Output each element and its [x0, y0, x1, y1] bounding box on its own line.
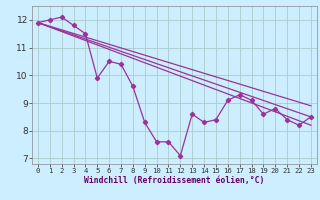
X-axis label: Windchill (Refroidissement éolien,°C): Windchill (Refroidissement éolien,°C): [84, 176, 265, 185]
